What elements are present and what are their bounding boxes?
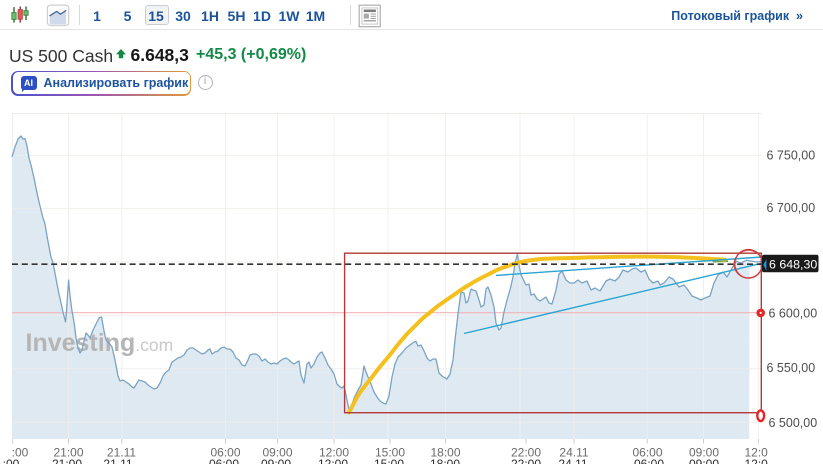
svg-text::00: :00 (3, 457, 20, 464)
svg-text:6 550,00: 6 550,00 (767, 361, 816, 375)
svg-text:6 750,00: 6 750,00 (767, 149, 816, 163)
svg-text:09:00: 09:00 (689, 445, 719, 459)
svg-text:22:00: 22:00 (511, 445, 541, 459)
svg-text:18:00: 18:00 (430, 445, 460, 459)
svg-text:12:0: 12:0 (745, 457, 769, 464)
svg-text:09:00: 09:00 (689, 457, 719, 464)
svg-text:12:00: 12:00 (318, 457, 348, 464)
svg-text:21:00: 21:00 (52, 457, 82, 464)
svg-text::00: :00 (12, 445, 29, 459)
svg-text:06:00: 06:00 (634, 457, 664, 464)
svg-text:22:00: 22:00 (511, 457, 541, 464)
svg-text:6 500,00: 6 500,00 (769, 416, 818, 430)
svg-text:09:00: 09:00 (262, 445, 292, 459)
svg-text:24.11: 24.11 (558, 457, 587, 464)
svg-text:15:00: 15:00 (374, 457, 404, 464)
svg-text:21.11: 21.11 (103, 457, 132, 464)
svg-text:06:00: 06:00 (632, 445, 662, 459)
svg-text:6 648,30: 6 648,30 (769, 257, 817, 271)
svg-text:21:00: 21:00 (53, 445, 83, 459)
svg-text:Investing.com: Investing.com (26, 329, 174, 357)
svg-text:12:0: 12:0 (745, 445, 769, 459)
svg-text:18:00: 18:00 (430, 457, 460, 464)
svg-text:6 600,00: 6 600,00 (769, 307, 818, 321)
svg-text:6 700,00: 6 700,00 (767, 201, 816, 215)
svg-text:24.11: 24.11 (559, 445, 588, 459)
svg-text:06:00: 06:00 (210, 445, 240, 459)
svg-text:12:00: 12:00 (319, 445, 349, 459)
svg-text:21.11: 21.11 (107, 445, 136, 459)
svg-text:06:00: 06:00 (209, 457, 239, 464)
svg-text:09:00: 09:00 (261, 457, 291, 464)
svg-text:15:00: 15:00 (375, 445, 405, 459)
